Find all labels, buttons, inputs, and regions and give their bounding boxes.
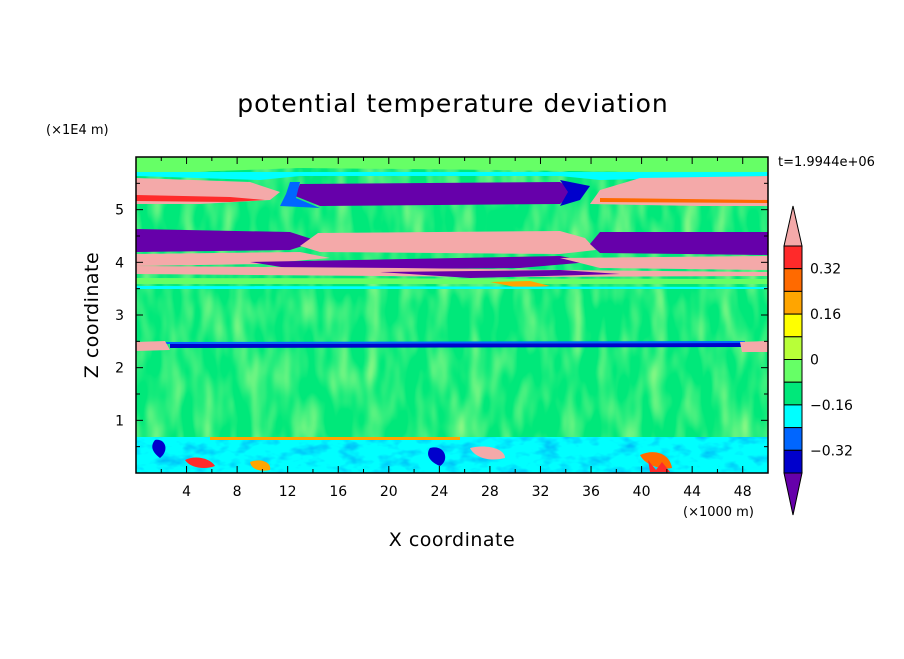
band-green-stripe xyxy=(136,278,768,284)
x-tick-label: 32 xyxy=(532,484,550,500)
band-dark-line-edge xyxy=(165,341,745,344)
y-tick-label: 4 xyxy=(115,255,124,271)
y-tick-label: 5 xyxy=(115,203,124,219)
x-tick-label: 40 xyxy=(633,484,651,500)
colorbar-box xyxy=(783,336,803,360)
x-axis-label: X coordinate xyxy=(389,529,515,551)
x-tick-label: 20 xyxy=(380,484,398,500)
x-tick-label: 48 xyxy=(734,484,752,500)
colorbar-label: 0 xyxy=(810,353,819,369)
x-axis: 4 8 12 16 20 24 28 32 36 40 44 48 xyxy=(160,157,752,500)
texture-overlay xyxy=(136,157,768,473)
y-tick-label: 3 xyxy=(115,308,124,324)
x-axis-unit: (×1000 m) xyxy=(683,505,754,520)
lower-orange-blob xyxy=(250,460,271,471)
x-tick-label: 8 xyxy=(233,484,242,500)
band-red-edge-left xyxy=(136,195,265,202)
lower-orange-line xyxy=(210,437,460,440)
band-mid-purple-thin xyxy=(250,256,590,270)
x-tick-label: 4 xyxy=(182,484,191,500)
colorbar-box xyxy=(783,404,803,429)
colorbar-label: 0.16 xyxy=(810,307,841,323)
colorbar-box xyxy=(783,427,803,451)
y-tick-label: 2 xyxy=(115,361,124,377)
colorbar-label: −0.16 xyxy=(810,398,853,414)
x-tick-label: 24 xyxy=(430,484,448,500)
x-tick-label: 12 xyxy=(279,484,297,500)
lower-blue-blob-1 xyxy=(152,439,166,458)
band-mid-lower-pink-left xyxy=(136,252,330,266)
y-tick-label: 1 xyxy=(115,413,124,429)
colorbar-box xyxy=(783,359,803,383)
colorbar-box xyxy=(783,290,803,315)
band-top-green xyxy=(136,157,768,174)
band-mid-purple-left xyxy=(136,229,318,252)
band-upper-blue xyxy=(280,182,320,208)
chart-title: potential temperature deviation xyxy=(237,89,668,118)
band-cyan-stripe xyxy=(136,286,768,289)
colorbar-label: 0.32 xyxy=(810,262,841,278)
colorbar-extend-top xyxy=(783,205,803,247)
y-axis-unit: (×1E4 m) xyxy=(46,123,109,138)
x-tick-label: 36 xyxy=(582,484,600,500)
y-axis: 1 2 3 4 5 xyxy=(115,182,768,448)
band-red-edge-right xyxy=(600,198,768,203)
band-dark-line xyxy=(170,343,745,348)
lower-red-blob-1 xyxy=(185,457,215,468)
lower-pink-blob-1 xyxy=(470,446,505,460)
lower-blue-blob-2 xyxy=(428,447,446,466)
band-mid-lower-pink-right xyxy=(560,256,768,270)
pink-blob-right xyxy=(740,341,768,352)
pink-blob-left xyxy=(136,341,170,351)
colorbar-extend-bottom xyxy=(783,472,803,516)
plot-area xyxy=(136,157,768,473)
x-tick-label: 44 xyxy=(683,484,701,500)
colorbar: 0.32 0.16 0 −0.16 −0.32 xyxy=(783,205,853,516)
band-orange-blob xyxy=(490,281,550,288)
lower-turbulence xyxy=(136,437,768,473)
colorbar-box xyxy=(783,245,803,270)
colorbar-box xyxy=(783,381,803,406)
colorbar-box xyxy=(783,449,803,474)
colorbar-box xyxy=(783,268,803,292)
lower-red-blob-2 xyxy=(640,452,672,469)
band-mid-purple-right xyxy=(590,232,768,255)
y-axis-label: Z coordinate xyxy=(81,252,103,378)
colorbar-box xyxy=(783,313,803,338)
time-label: t=1.9944e+06 xyxy=(778,155,875,170)
band-purple-thin-2 xyxy=(380,270,620,278)
band-mid-pink-center xyxy=(300,231,596,254)
lower-red-blob-3 xyxy=(648,460,670,472)
band-upper-blue-right xyxy=(560,180,590,206)
x-tick-label: 16 xyxy=(329,484,347,500)
x-tick-label: 28 xyxy=(481,484,499,500)
band-upper-purple xyxy=(295,182,575,206)
band-top-cyan xyxy=(136,172,768,180)
colorbar-label: −0.32 xyxy=(810,443,853,459)
